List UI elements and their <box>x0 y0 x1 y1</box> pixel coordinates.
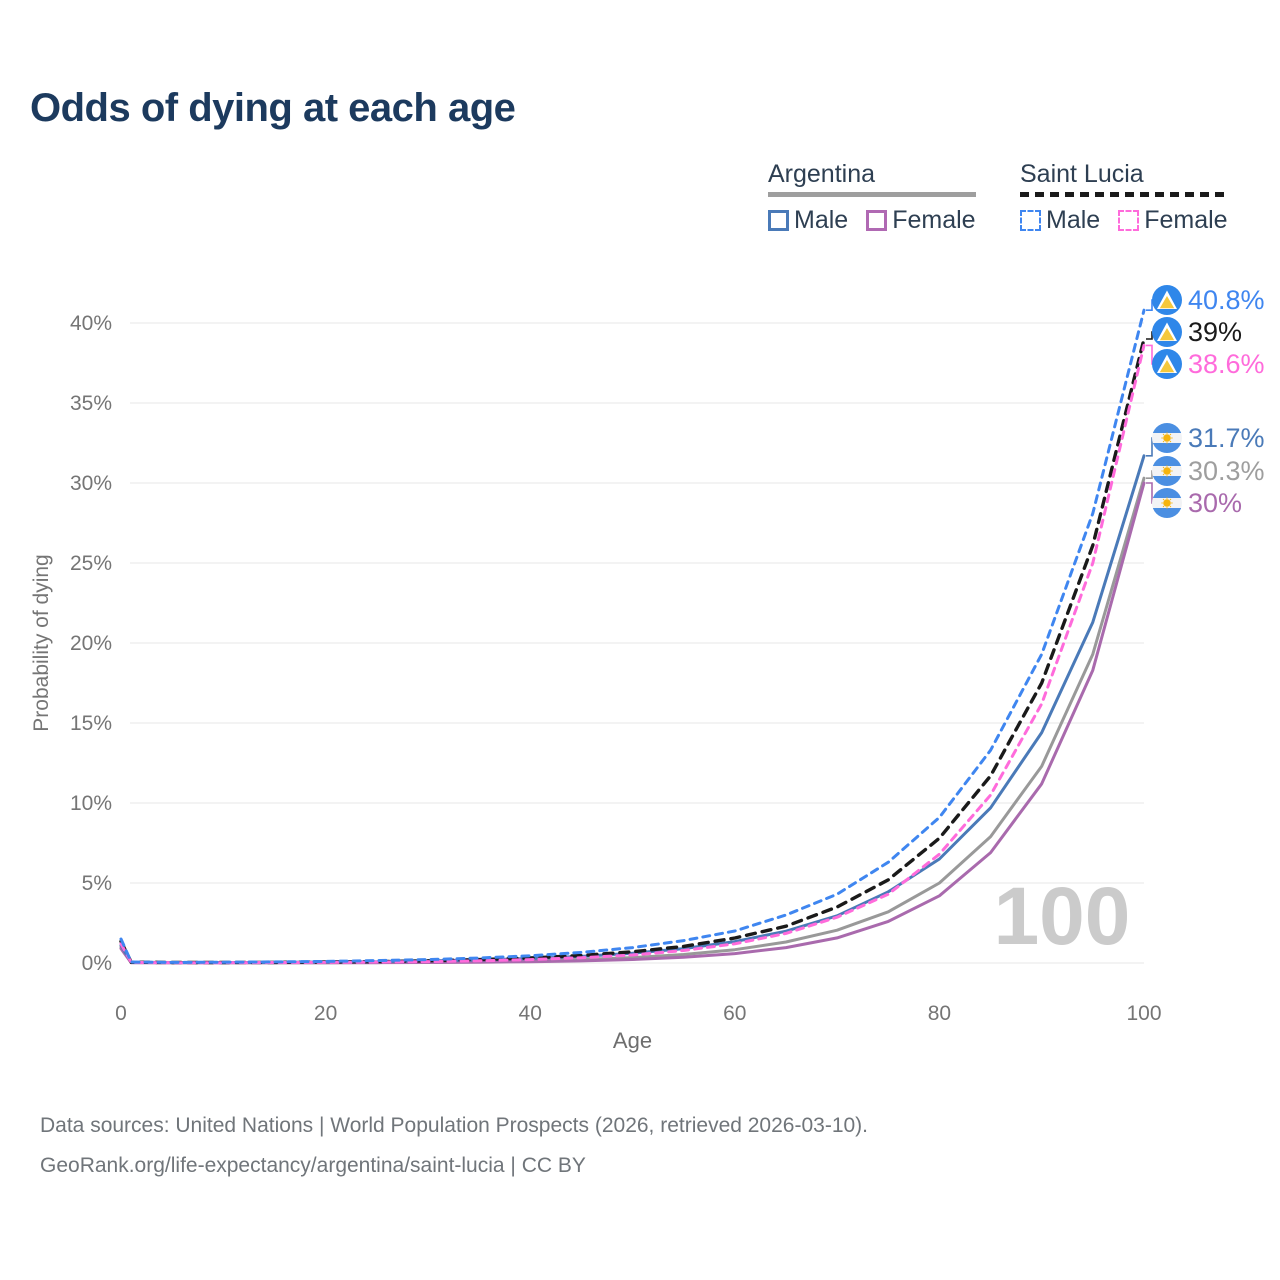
argentina-flag-part <box>1169 440 1172 443</box>
legend-group-saint-lucia: Saint Lucia Male Female <box>1020 160 1228 235</box>
argentina-flag-part <box>1169 505 1172 508</box>
x-tick-label: 80 <box>928 1002 951 1025</box>
argentina-flag-icon <box>1152 423 1182 453</box>
y-tick-label: 35% <box>70 392 112 415</box>
x-tick-label: 0 <box>115 1002 127 1025</box>
end-value-label-saint-lucia-combined: 39% <box>1188 317 1242 347</box>
y-tick-label: 5% <box>82 872 112 895</box>
argentina-flag-part <box>1169 498 1172 501</box>
watermark-age-100: 100 <box>994 871 1131 962</box>
x-tick-label: 40 <box>519 1002 542 1025</box>
argentina-flag-part <box>1163 467 1171 475</box>
legend-item-label: Female <box>1144 206 1228 234</box>
legend-country-argentina[interactable]: Argentina <box>768 160 876 188</box>
y-tick-label: 15% <box>70 712 112 735</box>
end-value-label-argentina-male: 31.7% <box>1188 423 1265 453</box>
argentina-flag-part <box>1163 499 1171 507</box>
x-tick-label: 60 <box>723 1002 746 1025</box>
y-tick-label: 25% <box>70 552 112 575</box>
y-axis-title: Probability of dying <box>30 554 53 731</box>
argentina-flag-part <box>1162 473 1165 476</box>
argentina-flag-part <box>1152 443 1182 453</box>
legend-group-argentina: Argentina Male Female <box>768 160 976 235</box>
series-line-saint-lucia-female[interactable] <box>119 343 1146 965</box>
legend-underline-saint-lucia-dashed <box>1020 192 1228 197</box>
argentina-flag-icon <box>1152 488 1182 518</box>
series-line-saint-lucia-male[interactable] <box>119 308 1146 964</box>
legend: Argentina Male Female Saint Lucia Male <box>0 160 1280 250</box>
argentina-flag-part <box>1163 434 1171 442</box>
legend-country-saint-lucia[interactable]: Saint Lucia <box>1020 160 1144 188</box>
source-attribution: Data sources: United Nations | World Pop… <box>40 1106 868 1186</box>
argentina-flag-part <box>1162 505 1165 508</box>
argentina-flag-part <box>1152 456 1182 466</box>
argentina-female-swatch-icon <box>866 210 888 231</box>
legend-item-argentina-male[interactable]: Male <box>768 206 848 235</box>
y-tick-label: 40% <box>70 312 112 335</box>
y-tick-label: 20% <box>70 632 112 655</box>
legend-underline-argentina-solid <box>768 192 976 197</box>
data-sources-line: Data sources: United Nations | World Pop… <box>40 1114 869 1137</box>
argentina-flag-part <box>1152 508 1182 518</box>
argentina-flag-part <box>1152 488 1182 498</box>
y-tick-label: 10% <box>70 792 112 815</box>
legend-item-argentina-female[interactable]: Female <box>866 206 976 235</box>
legend-item-saint-lucia-male[interactable]: Male <box>1020 206 1100 235</box>
argentina-flag-part <box>1162 498 1165 501</box>
saint-lucia-male-swatch-icon <box>1020 210 1041 231</box>
saint-lucia-flag-icon <box>1152 317 1182 347</box>
legend-item-label: Male <box>1046 206 1101 234</box>
end-value-label-argentina-female: 30% <box>1188 488 1242 518</box>
saint-lucia-flag-icon <box>1152 285 1182 315</box>
series-line-argentina-combined[interactable] <box>119 476 1146 965</box>
x-tick-label: 100 <box>1126 1002 1161 1025</box>
argentina-flag-part <box>1169 473 1172 476</box>
page-title: Odds of dying at each age <box>30 86 516 130</box>
legend-item-saint-lucia-female[interactable]: Female <box>1118 206 1228 235</box>
y-tick-label: 30% <box>70 472 112 495</box>
saint-lucia-flag-part <box>1159 296 1175 309</box>
argentina-flag-part <box>1162 466 1165 469</box>
argentina-flag-part <box>1162 440 1165 443</box>
argentina-flag-icon <box>1152 456 1182 486</box>
x-axis-title: Age <box>613 1028 652 1053</box>
argentina-flag-part <box>1169 433 1172 436</box>
argentina-flag-part <box>1152 423 1182 433</box>
saint-lucia-flag-part <box>1159 328 1175 341</box>
argentina-male-swatch-icon <box>768 210 789 231</box>
argentina-flag-part <box>1169 466 1172 469</box>
x-tick-label: 20 <box>314 1002 337 1025</box>
series-line-saint-lucia-combined[interactable] <box>119 337 1146 965</box>
y-tick-label: 0% <box>82 952 112 975</box>
legend-item-label: Female <box>892 206 976 234</box>
end-value-label-saint-lucia-female: 38.6% <box>1188 349 1265 379</box>
license-line: GeoRank.org/life-expectancy/argentina/sa… <box>40 1154 586 1177</box>
saint-lucia-female-swatch-icon <box>1118 210 1140 231</box>
end-value-label-argentina-combined: 30.3% <box>1188 456 1265 486</box>
legend-item-label: Male <box>794 206 849 234</box>
saint-lucia-flag-part <box>1159 360 1175 373</box>
saint-lucia-flag-icon <box>1152 349 1182 379</box>
argentina-flag-part <box>1162 433 1165 436</box>
series-line-argentina-male[interactable] <box>119 454 1146 964</box>
argentina-flag-part <box>1152 476 1182 486</box>
end-value-label-saint-lucia-male: 40.8% <box>1188 285 1265 315</box>
